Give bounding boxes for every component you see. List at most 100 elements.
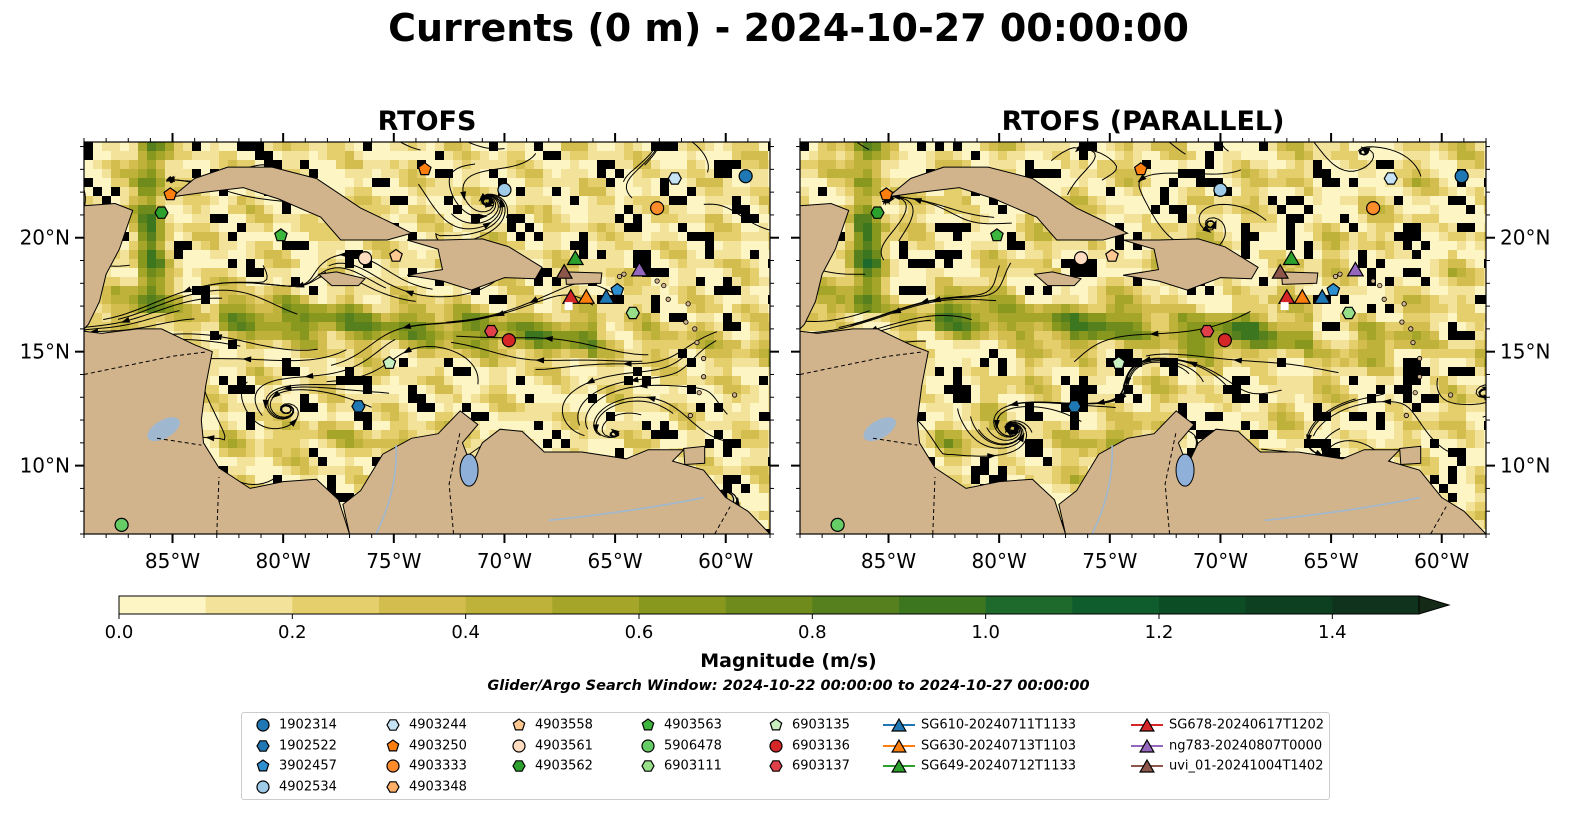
lon-tick-label: 60°W [698,549,753,573]
lon-tick-label: 65°W [1303,549,1358,573]
float-4903333 [1366,200,1381,216]
land-trinidad [683,445,706,466]
float-1902314 [738,169,753,184]
hexagon-marker-icon [769,760,783,772]
legend-label: uvi_01-20241004T1402 [1169,758,1324,774]
legend-item: SG610-20240711T1133 [883,716,1076,734]
axes-frame-right [799,141,1487,535]
borders [84,351,731,534]
borders [800,351,1447,534]
float-1902522 [351,400,366,413]
float-6903136 [1217,333,1232,348]
land-right [800,166,1486,534]
legend-item: 6903137 [766,757,850,775]
legend-item: 6903135 [766,716,850,734]
legend-label: 1902522 [279,738,337,753]
legend-label: ng783-20240807T0000 [1169,738,1323,753]
legend-item: 4903333 [383,757,467,775]
pentagon-marker-icon [512,718,526,731]
legend-item: SG649-20240712T1133 [883,757,1076,775]
legend-label: 4903561 [535,738,593,753]
colorbar-tick-label: 1.0 [971,622,1000,643]
legend-label: 4903558 [535,717,593,733]
triangle-marker-icon [1131,758,1163,773]
float-4903250 [879,187,894,201]
float-5906478 [830,517,845,532]
hexagon-marker-icon [256,739,270,752]
legend-item: 5906478 [638,737,722,755]
land-cuba [886,166,1129,241]
lat-tick-label-right: 10°N [1500,454,1550,478]
search-window-text: Glider/Argo Search Window: 2024-10-22 00… [487,678,1090,694]
float-4903244 [667,172,682,185]
legend-label: 6903111 [664,758,722,774]
legend-item: 3902457 [253,757,337,775]
land-yucatan [800,202,850,330]
legend-label: 6903135 [792,717,850,733]
legend-item: 6903111 [638,757,722,775]
float-6903137 [484,324,499,338]
legend-item: uvi_01-20241004T1402 [1131,757,1323,775]
glider-SG630-20240713T1103 [577,288,596,304]
float-6903111 [1341,306,1356,320]
legend-item: 4902534 [253,778,337,796]
glider-SG610-20240711T1133 [597,288,616,304]
colorbar-extend-arrow [1418,595,1451,615]
float-4902534 [1213,182,1228,197]
float-4903563 [274,228,288,242]
colorbar-segment [465,596,553,614]
river-orinoco [1264,496,1420,522]
lon-tick-label: 70°W [477,549,532,573]
legend-label: SG678-20240617T1202 [1169,717,1325,733]
legend-item: 4903558 [509,716,593,734]
legend-label: SG649-20240712T1133 [921,758,1077,774]
triangle-marker-icon [883,738,915,753]
colorbar-segment [552,596,640,614]
land-central [800,328,1067,534]
colorbar-tick-label: 0.4 [451,622,480,643]
river-magdalena [1091,445,1114,534]
lon-tick-label: 65°W [587,549,642,573]
legend-item: 4903244 [383,716,467,734]
colorbar-segment [899,596,987,614]
lake-maracaibo [459,453,479,487]
colorbar-segment [1159,596,1247,614]
legend-label: SG610-20240711T1133 [921,717,1077,733]
colorbar-segment [725,596,813,614]
lat-tick-label-left: 15°N [20,340,70,364]
river-magdalena [375,445,398,534]
hexagon-marker-icon [386,719,400,731]
colorbar-segment [639,596,727,614]
lon-tick-label: 75°W [1082,549,1137,573]
land-left [84,166,770,534]
colorbar-segment [812,596,900,614]
colorbar-segment [1245,596,1333,614]
lat-tick-label-right: 15°N [1500,340,1550,364]
legend-label: 5906478 [664,738,722,753]
float-5906478 [114,517,129,532]
lake-maracaibo [1175,453,1195,487]
glider-SG649-20240712T1133 [1282,249,1301,266]
markers-left [114,162,753,532]
colorbar-label: Magnitude (m/s) [700,650,877,672]
hexagon-marker-icon [512,760,526,772]
lat-tick-label-left: 20°N [20,226,70,250]
legend-label: SG630-20240713T1103 [921,738,1077,753]
colorbar-tick-label: 1.2 [1145,622,1174,643]
legend-item: 4903348 [383,778,467,796]
float-4903562 [870,206,885,219]
colorbar-tick-label: 0.0 [105,622,134,643]
legend-item: SG630-20240713T1103 [883,737,1076,755]
glider-uvi_01-20241004T1402 [555,263,574,279]
triangle-marker-icon [1131,738,1163,753]
map-panel-right [800,142,1486,534]
pentagon-marker-icon [256,759,270,772]
land-puertorico [564,271,603,285]
colorbar-tick-label: 0.6 [625,622,654,643]
legend-item: 4903561 [509,737,593,755]
glider-ng783-20240807T0000 [630,261,649,277]
lon-tick-label: 85°W [145,549,200,573]
figure-title: Currents (0 m) - 2024-10-27 00:00:00 [388,6,1189,50]
lon-tick-label: 80°W [972,549,1027,573]
